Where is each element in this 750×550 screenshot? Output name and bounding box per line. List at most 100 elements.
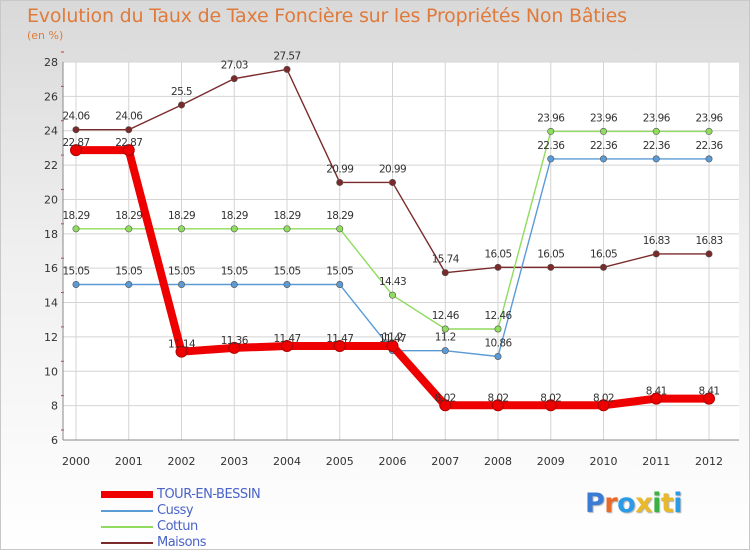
data-point-tour-en-bessin bbox=[281, 340, 293, 353]
data-point-tour-en-bessin bbox=[439, 399, 452, 412]
data-label-maisons: 16.05 bbox=[484, 248, 511, 260]
data-label-cottun: 18.29 bbox=[168, 210, 195, 222]
data-point-tour-en-bessin bbox=[597, 399, 610, 412]
data-point-maisons bbox=[441, 269, 449, 277]
y-tick-label: 24 bbox=[44, 125, 58, 138]
data-point-maisons bbox=[336, 178, 344, 186]
y-tick-label: 14 bbox=[44, 297, 58, 310]
data-label-tour-en-bessin: 8.41 bbox=[646, 386, 667, 398]
data-label-cussy: 11.2 bbox=[382, 332, 403, 344]
x-tick-label: 2009 bbox=[537, 455, 565, 468]
legend-label-maisons: Maisons bbox=[157, 535, 207, 550]
legend-swatch-cussy bbox=[101, 510, 153, 512]
data-point-cottun bbox=[336, 225, 344, 233]
x-tick-label: 2010 bbox=[590, 455, 618, 468]
data-point-cussy bbox=[178, 281, 186, 289]
data-point-tour-en-bessin bbox=[228, 341, 241, 354]
data-point-cottun bbox=[652, 127, 660, 135]
y-tick-label: 8 bbox=[51, 400, 58, 413]
y-tick-label: 12 bbox=[44, 331, 58, 344]
data-label-maisons: 16.05 bbox=[590, 248, 617, 260]
data-point-cussy bbox=[441, 347, 449, 355]
data-label-cussy: 15.05 bbox=[168, 266, 195, 278]
y-tick-label: 20 bbox=[44, 193, 58, 206]
data-point-tour-en-bessin bbox=[175, 345, 188, 358]
data-label-cottun: 14.43 bbox=[379, 276, 406, 288]
data-label-maisons: 20.99 bbox=[379, 163, 406, 175]
legend-swatch-maisons bbox=[101, 542, 153, 544]
data-label-cussy: 22.36 bbox=[643, 140, 671, 152]
data-point-cussy bbox=[125, 281, 133, 289]
data-point-maisons bbox=[705, 250, 713, 258]
data-label-cussy: 15.05 bbox=[62, 266, 89, 278]
data-label-cussy: 15.05 bbox=[221, 266, 248, 278]
x-tick-label: 2000 bbox=[62, 455, 90, 468]
x-tick-label: 2005 bbox=[326, 455, 354, 468]
data-point-cottun bbox=[705, 127, 713, 135]
data-label-maisons: 24.06 bbox=[115, 111, 143, 123]
x-tick-label: 2012 bbox=[695, 455, 723, 468]
data-point-maisons bbox=[652, 250, 660, 258]
data-label-maisons: 16.83 bbox=[695, 235, 722, 247]
data-label-cottun: 18.29 bbox=[273, 210, 300, 222]
data-label-tour-en-bessin: 8.02 bbox=[488, 392, 509, 404]
data-point-cottun bbox=[230, 225, 238, 233]
y-tick-label: 18 bbox=[44, 228, 58, 241]
data-point-tour-en-bessin bbox=[544, 399, 557, 412]
data-label-tour-en-bessin: 22.87 bbox=[115, 137, 142, 149]
data-point-cottun bbox=[72, 225, 80, 233]
data-point-tour-en-bessin bbox=[650, 392, 663, 405]
data-point-tour-en-bessin bbox=[122, 144, 135, 157]
data-point-cussy bbox=[72, 281, 80, 289]
data-label-maisons: 27.03 bbox=[221, 60, 248, 72]
y-tick-label: 26 bbox=[44, 90, 58, 103]
data-label-maisons: 20.99 bbox=[326, 163, 353, 175]
data-point-tour-en-bessin bbox=[386, 340, 399, 353]
chart-title: Evolution du Taux de Taxe Foncière sur l… bbox=[27, 5, 627, 27]
legend-label-tour-en-bessin: TOUR-EN-BESSIN bbox=[157, 487, 261, 502]
logo-letter: i bbox=[673, 488, 683, 519]
logo-letter: t bbox=[660, 488, 674, 519]
data-label-maisons: 25.5 bbox=[171, 86, 192, 98]
data-label-cussy: 22.36 bbox=[590, 140, 618, 152]
data-label-maisons: 16.05 bbox=[537, 248, 564, 260]
x-tick-label: 2004 bbox=[273, 455, 301, 468]
data-label-cottun: 18.29 bbox=[62, 210, 89, 222]
logo-letter: o bbox=[617, 488, 636, 519]
data-label-cottun: 23.96 bbox=[695, 112, 723, 124]
data-point-cussy bbox=[336, 281, 344, 289]
data-label-cottun: 18.29 bbox=[221, 210, 248, 222]
data-label-cottun: 18.29 bbox=[326, 210, 353, 222]
data-label-tour-en-bessin: 11.47 bbox=[273, 333, 300, 345]
data-label-cottun: 12.46 bbox=[432, 310, 460, 322]
data-point-cottun bbox=[599, 127, 607, 135]
x-tick-label: 2011 bbox=[642, 455, 670, 468]
proxiti-logo: Proxiti bbox=[585, 488, 683, 519]
data-label-tour-en-bessin: 11.47 bbox=[379, 333, 406, 345]
data-label-maisons: 15.74 bbox=[432, 254, 460, 266]
data-point-cussy bbox=[599, 155, 607, 163]
data-point-cottun bbox=[547, 127, 555, 135]
data-label-tour-en-bessin: 8.02 bbox=[435, 392, 456, 404]
data-label-tour-en-bessin: 11.47 bbox=[326, 333, 353, 345]
data-label-cottun: 23.96 bbox=[590, 112, 618, 124]
data-point-cussy bbox=[494, 352, 502, 360]
data-point-tour-en-bessin bbox=[333, 340, 346, 353]
data-point-cottun bbox=[125, 225, 133, 233]
x-tick-label: 2007 bbox=[431, 455, 459, 468]
x-tick-label: 2006 bbox=[379, 455, 407, 468]
data-label-tour-en-bessin: 8.41 bbox=[699, 386, 720, 398]
y-tick-label: 22 bbox=[44, 159, 58, 172]
logo-letter: x bbox=[635, 488, 653, 519]
data-point-cussy bbox=[283, 281, 291, 289]
data-label-cussy: 15.05 bbox=[326, 266, 353, 278]
data-point-maisons bbox=[178, 101, 186, 109]
data-label-cussy: 10.86 bbox=[484, 337, 512, 349]
legend-swatch-tour-en-bessin bbox=[101, 491, 153, 498]
logo-letter: P bbox=[585, 488, 605, 519]
data-point-maisons bbox=[547, 263, 555, 271]
data-label-tour-en-bessin: 11.36 bbox=[221, 335, 249, 347]
data-label-tour-en-bessin: 11.14 bbox=[168, 339, 196, 351]
y-tick-label: 6 bbox=[51, 434, 58, 447]
